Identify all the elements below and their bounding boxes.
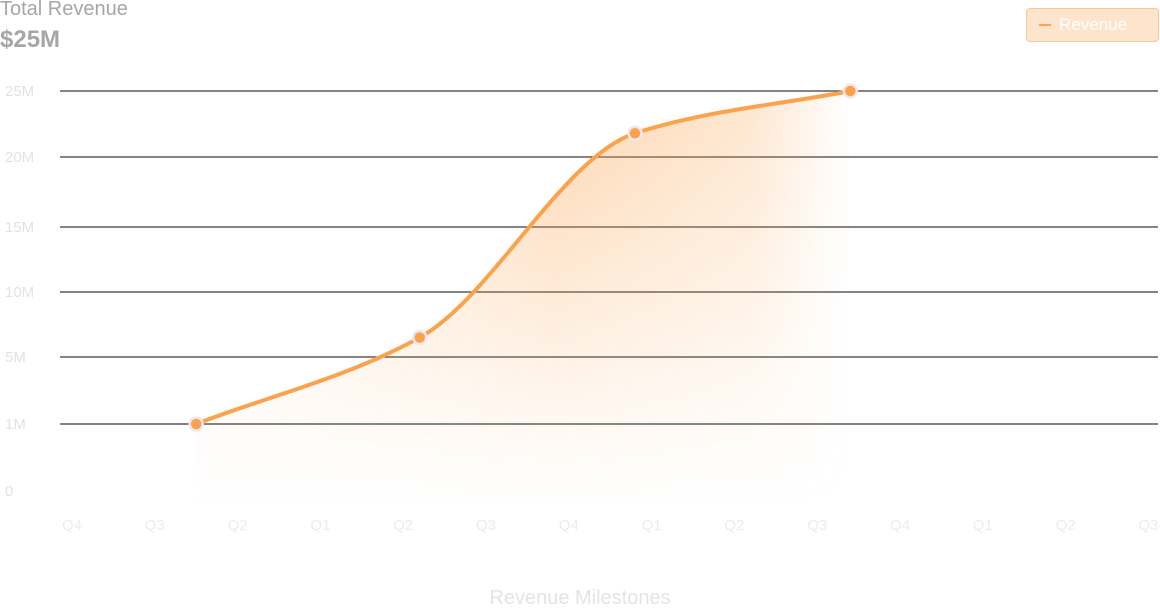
x-tick-label: Q1: [642, 517, 662, 534]
x-tick-label: Q1: [973, 517, 993, 534]
x-tick-label: Q2: [393, 517, 413, 534]
x-tick-label: Q4: [62, 517, 82, 534]
x-tick-label: Q4: [559, 517, 579, 534]
revenue-area-fill: [196, 91, 851, 505]
data-points: [188, 83, 859, 432]
data-point[interactable]: [412, 329, 428, 346]
total-revenue-value: $25M: [0, 26, 61, 53]
revenue-line: [194, 89, 853, 426]
data-point[interactable]: [188, 416, 204, 432]
y-tick-label: 15M: [5, 219, 34, 236]
x-tick-label: Q2: [724, 517, 744, 534]
y-axis-ticks: 25M 20M 15M 10M 5M 1M 0: [5, 83, 34, 500]
legend-label: Revenue: [1059, 15, 1128, 34]
x-tick-label: Q1: [310, 517, 330, 534]
x-tick-label: Q3: [145, 517, 165, 534]
x-axis-ticks: Q4 Q3 Q2 Q1 Q2 Q3 Q4 Q1 Q2 Q3 Q4 Q1 Q2 Q3: [62, 517, 1158, 534]
data-point[interactable]: [627, 125, 643, 141]
x-tick-label: Q4: [890, 517, 910, 534]
y-tick-label: 10M: [5, 284, 34, 301]
legend[interactable]: Revenue: [1026, 8, 1159, 42]
data-point[interactable]: [842, 83, 859, 99]
x-tick-label: Q3: [1138, 517, 1158, 534]
y-tick-label: 5M: [5, 349, 26, 366]
legend-swatch: [1039, 24, 1051, 26]
y-tick-label: 0: [5, 483, 13, 500]
x-tick-label: Q2: [1056, 517, 1076, 534]
y-tick-label: 20M: [5, 149, 34, 166]
chart-header: Total Revenue $25M: [0, 0, 128, 55]
x-tick-label: Q3: [476, 517, 496, 534]
y-tick-label: 1M: [5, 416, 26, 433]
y-tick-label: 25M: [5, 83, 34, 100]
x-tick-label: Q3: [807, 517, 827, 534]
x-tick-label: Q2: [228, 517, 248, 534]
chart-title: Total Revenue: [0, 0, 128, 20]
x-axis-label: Revenue Milestones: [489, 587, 671, 609]
